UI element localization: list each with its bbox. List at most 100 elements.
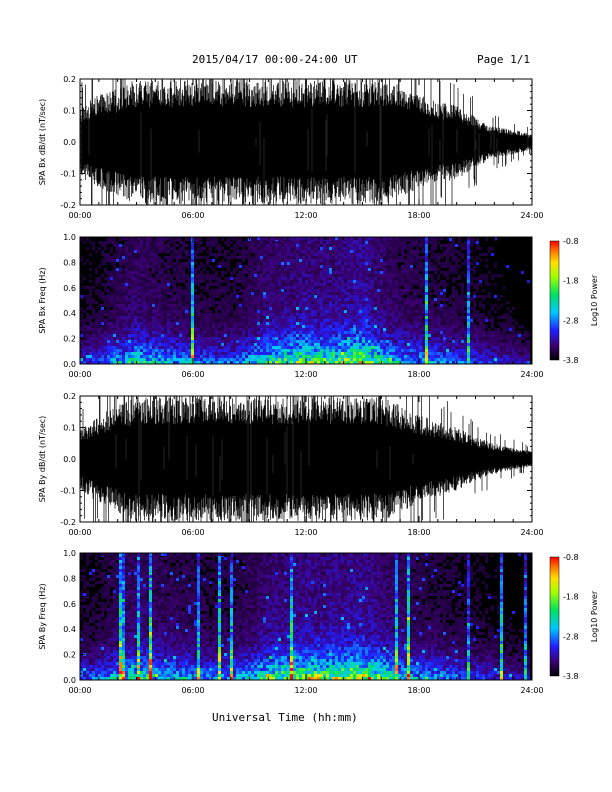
- spectrogram-cell: [143, 250, 146, 253]
- spectrogram-cell: [389, 298, 392, 301]
- spectrogram-cell: [284, 253, 287, 256]
- spectrogram-cell: [377, 331, 380, 334]
- spectrogram-cell: [104, 286, 107, 289]
- spectrogram-cell: [362, 277, 365, 280]
- spectrogram-cell: [158, 334, 161, 337]
- spectrogram-cell: [194, 316, 197, 319]
- spectrogram-cell: [146, 277, 149, 280]
- spectrogram-cell: [125, 331, 128, 334]
- spectrogram-cell: [239, 328, 242, 331]
- spectrogram-cell: [227, 298, 230, 301]
- spectrogram-cell: [269, 328, 272, 331]
- spectrogram-cell: [326, 298, 329, 301]
- spectrogram-cell: [428, 319, 431, 322]
- spectrogram-cell: [335, 322, 338, 325]
- spectrogram-cell: [290, 280, 293, 283]
- spectrogram-cell: [272, 301, 275, 304]
- spectrogram-cell: [212, 237, 215, 240]
- spectrogram-cell: [398, 259, 401, 262]
- spectrogram-cell: [146, 322, 149, 325]
- spectrogram-cell: [401, 361, 404, 364]
- spectrogram-cell: [149, 280, 152, 283]
- spectrogram-cell: [125, 280, 128, 283]
- spectrogram-cell: [287, 334, 290, 337]
- spectrogram-cell: [314, 304, 317, 307]
- spectrogram-cell: [239, 337, 242, 340]
- spectrogram-cell: [377, 343, 380, 346]
- spectrogram-cell: [395, 268, 398, 271]
- spectrogram-cell: [269, 307, 272, 310]
- spectrogram-cell: [260, 340, 263, 343]
- spectrogram-cell: [83, 325, 86, 328]
- spectrogram-cell: [371, 361, 374, 364]
- spectrogram-cell: [101, 319, 104, 322]
- spectrogram-cell: [236, 247, 239, 250]
- spectrogram-cell: [308, 337, 311, 340]
- spectrogram-cell: [275, 271, 278, 274]
- spectrogram-cell: [281, 313, 284, 316]
- spectrogram-cell: [443, 286, 446, 289]
- spectrogram-cell: [287, 237, 290, 240]
- spectrogram-cell: [266, 316, 269, 319]
- spectrogram-cell: [386, 250, 389, 253]
- spectrogram-cell: [299, 325, 302, 328]
- spectrogram-cell: [440, 340, 443, 343]
- spectrogram-cell: [407, 352, 410, 355]
- spectrogram-cell: [368, 310, 371, 313]
- spectrogram-cell: [161, 283, 164, 286]
- spectrogram-cell: [197, 307, 200, 310]
- spectrogram-cell: [362, 256, 365, 259]
- spectrogram-cell: [374, 319, 377, 322]
- spectrogram-cell: [395, 247, 398, 250]
- spectrogram-cell: [122, 253, 125, 256]
- spectrogram-cell: [275, 331, 278, 334]
- spectrogram-cell: [314, 271, 317, 274]
- spectrogram-cell: [116, 349, 119, 352]
- spectrogram-cell: [335, 337, 338, 340]
- spectrogram-cell: [377, 295, 380, 298]
- spectrogram-cell: [296, 280, 299, 283]
- spectrogram-cell: [287, 277, 290, 280]
- spectrogram-cell: [116, 340, 119, 343]
- spectrogram-cell: [371, 268, 374, 271]
- spectrogram-cell: [284, 337, 287, 340]
- spectrogram-cell: [302, 340, 305, 343]
- spectrogram-cell: [167, 301, 170, 304]
- spectrogram-cell: [422, 304, 425, 307]
- spectrogram-cell: [206, 259, 209, 262]
- spectrogram-cell: [251, 316, 254, 319]
- spectrogram-cell: [119, 310, 122, 313]
- spectrogram-cell: [212, 253, 215, 256]
- spectrogram-cell: [275, 244, 278, 247]
- spectrogram-cell: [350, 259, 353, 262]
- spectrogram-cell: [224, 277, 227, 280]
- spectrogram-cell: [317, 259, 320, 262]
- spectrogram-cell: [356, 301, 359, 304]
- spectrogram-cell: [176, 262, 179, 265]
- spectrogram-cell: [122, 289, 125, 292]
- spectrogram-cell: [395, 241, 398, 244]
- spectrogram-cell: [158, 268, 161, 271]
- spectrogram-cell: [161, 237, 164, 240]
- spectrogram-cell: [125, 241, 128, 244]
- spectrogram-cell: [290, 340, 293, 343]
- spectrogram-cell: [371, 298, 374, 301]
- spectrogram-cell: [260, 334, 263, 337]
- spectrogram-cell: [434, 319, 437, 322]
- spectrogram-cell: [281, 310, 284, 313]
- spectrogram-cell: [251, 361, 254, 364]
- spectrogram-cell: [296, 250, 299, 253]
- spectrogram-cell: [407, 237, 410, 240]
- spectrogram-cell: [374, 361, 377, 364]
- spectrogram-cell: [176, 349, 179, 352]
- spectrogram-cell: [410, 331, 413, 334]
- spectrogram-cell: [179, 337, 182, 340]
- spectrogram-cell: [407, 250, 410, 253]
- spectrogram-cell: [167, 262, 170, 265]
- spectrogram-cell: [170, 259, 173, 262]
- spectrogram-cell: [308, 241, 311, 244]
- spectrogram-cell: [170, 361, 173, 364]
- spectrogram-cell: [119, 340, 122, 343]
- spectrogram-cell: [203, 289, 206, 292]
- spectrogram-cell: [290, 295, 293, 298]
